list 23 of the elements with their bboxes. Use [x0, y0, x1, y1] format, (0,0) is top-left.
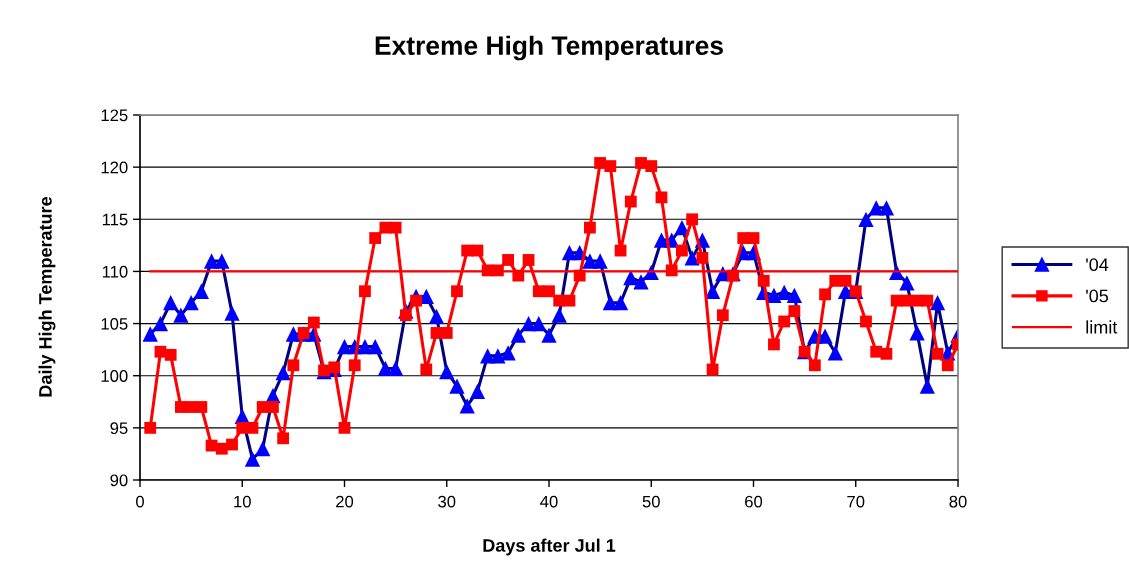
y-tick-label: 95: [110, 422, 128, 435]
y-tick-label: 120: [101, 161, 128, 174]
x-tick-label: 70: [847, 495, 865, 508]
y-tick-label: 115: [102, 213, 128, 226]
legend-label: '05: [1086, 289, 1109, 303]
x-tick-label: 50: [642, 495, 660, 508]
y-tick-label: 105: [101, 317, 128, 330]
x-tick-label: 30: [438, 495, 456, 508]
y-axis-title: Daily High Temperature: [38, 196, 56, 397]
x-tick-label: 60: [745, 495, 763, 508]
x-tick-label: 20: [336, 495, 354, 508]
y-tick-label: 125: [101, 109, 128, 122]
x-tick-label: 40: [540, 495, 558, 508]
x-tick-label: 80: [949, 495, 967, 508]
x-axis-title: Days after Jul 1: [483, 538, 616, 556]
legend-label: '04: [1086, 258, 1109, 272]
y-tick-label: 90: [110, 474, 128, 487]
x-tick-label: 10: [234, 495, 251, 508]
y-tick-label: 110: [102, 265, 128, 278]
legend-label: limit: [1086, 320, 1118, 334]
y-tick-label: 100: [101, 370, 128, 382]
x-tick-label: 0: [136, 495, 144, 508]
chart-title: Extreme High Temperatures: [375, 35, 723, 61]
